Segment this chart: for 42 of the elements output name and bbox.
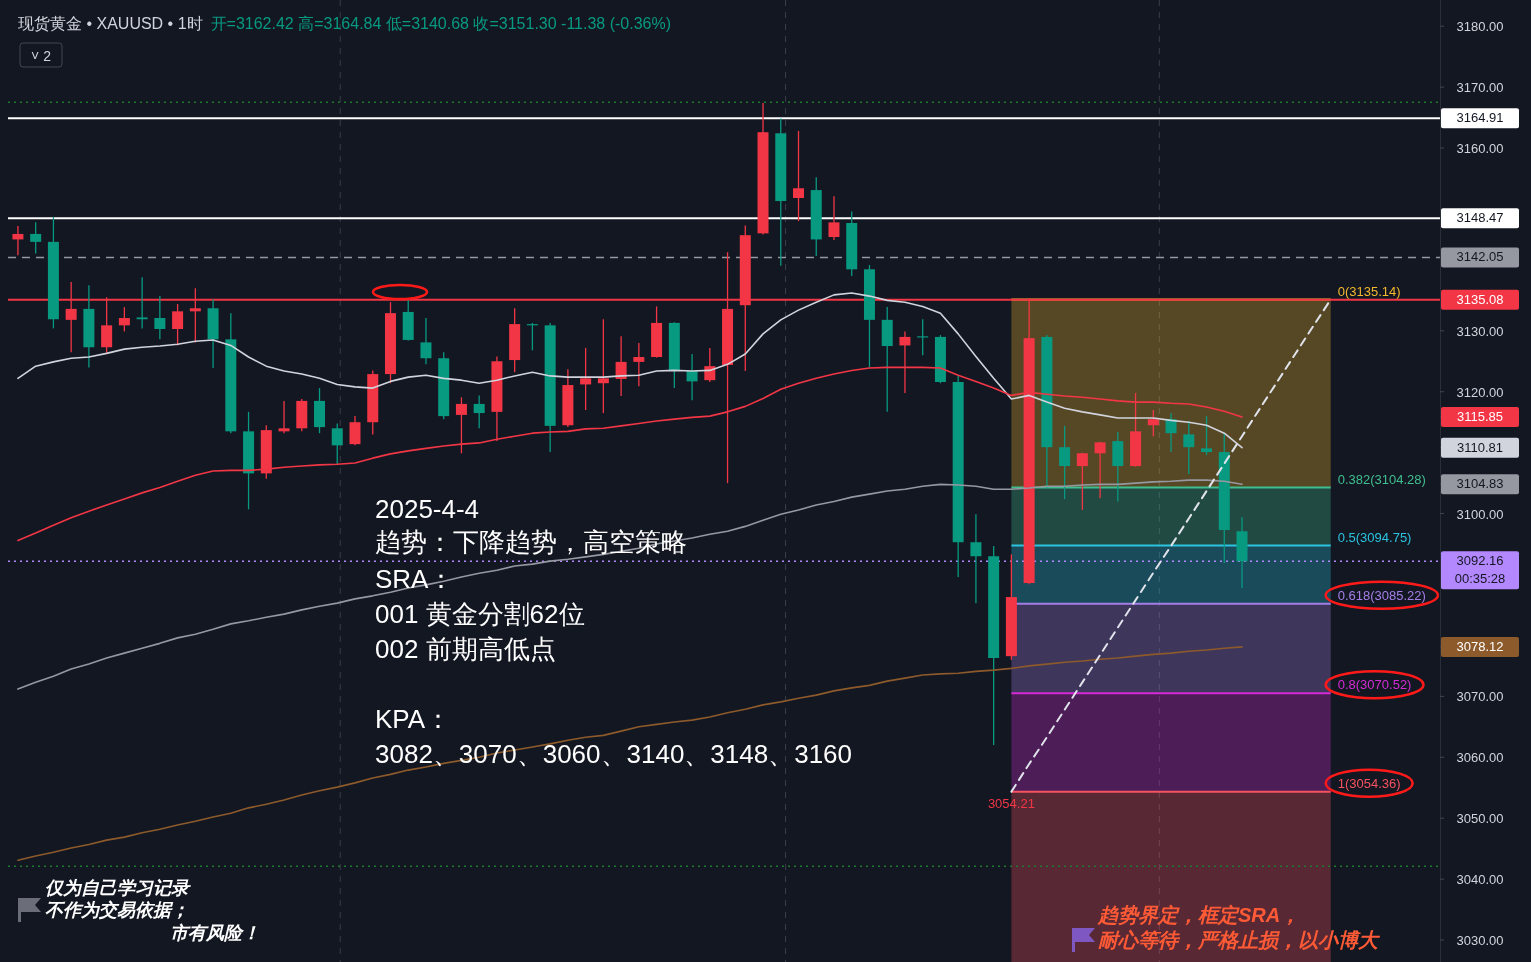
annotation: 趋势界定，框定SRA， (1097, 904, 1301, 926)
y-tick-label: 3170.00 (1456, 80, 1504, 96)
annotation: SRA： (375, 564, 455, 594)
annotation: KPA： (375, 704, 452, 734)
y-tick-label: 3104.83 (1456, 476, 1504, 492)
text: 开=3162.42 高=3164.84 低=3140.68 收=3151.30 -11.38 (-0.36%) (210, 15, 672, 32)
annotation: 仅为自己学习记录 (45, 878, 191, 898)
y-tick-label: 3180.00 (1456, 19, 1504, 35)
ref-line-label: 3164.91 (1456, 110, 1504, 126)
annotation: 001 黄金分割62位 (375, 599, 585, 629)
y-tick-label: 3030.00 (1456, 933, 1504, 949)
band-label: 0.382(3104.28) (1337, 471, 1426, 487)
band-label: 1(3054.36) (1337, 775, 1401, 791)
ref-line-label: 3092.16 00:35:28 (1454, 553, 1506, 587)
annotation: 不作为交易依据； (45, 900, 189, 920)
y-tick-label: 3070.00 (1456, 689, 1504, 705)
annotation: ˅ 2 (31, 48, 52, 64)
annotation: 2025-4-4 (375, 494, 480, 524)
annotation: 3054.21 (987, 795, 1035, 811)
ref-line-label: 3148.47 (1456, 210, 1504, 226)
annotation: 002 前期高低点 (375, 634, 556, 664)
y-tick-label: 3160.00 (1456, 141, 1504, 157)
band-label: 0.8(3070.52) (1337, 677, 1412, 693)
band-label: 0.618(3085.22) (1337, 587, 1426, 603)
band-label: 0.5(3094.75) (1337, 529, 1412, 545)
y-tick-label: 3115.85 (1456, 409, 1504, 425)
y-tick-label: 3110.81 (1456, 439, 1504, 455)
y-tick-label: 3060.00 (1456, 750, 1504, 766)
ref-line-label: 3142.05 (1456, 249, 1504, 265)
y-tick-label: 3050.00 (1456, 811, 1504, 827)
annotation: 趋势：下降趋势，高空策略 (375, 527, 687, 557)
band-label: 0(3135.14) (1337, 283, 1401, 299)
annotation: 3082、3070、3060、3140、3148、3160 (375, 739, 853, 769)
y-tick-label: 3078.12 (1456, 638, 1504, 654)
y-tick-label: 3130.00 (1456, 323, 1504, 339)
y-tick-label: 3120.00 (1456, 384, 1504, 400)
ref-line-label: 3135.08 (1456, 291, 1504, 307)
text: 现货黄金 • XAUUSD • 1时 (18, 15, 203, 32)
y-tick-label: 3100.00 (1456, 506, 1504, 522)
annotation: 市有风险！ (170, 923, 260, 943)
y-tick-label: 3040.00 (1456, 872, 1504, 888)
annotation: 耐心等待，严格止损，以小博大 (1098, 929, 1381, 951)
